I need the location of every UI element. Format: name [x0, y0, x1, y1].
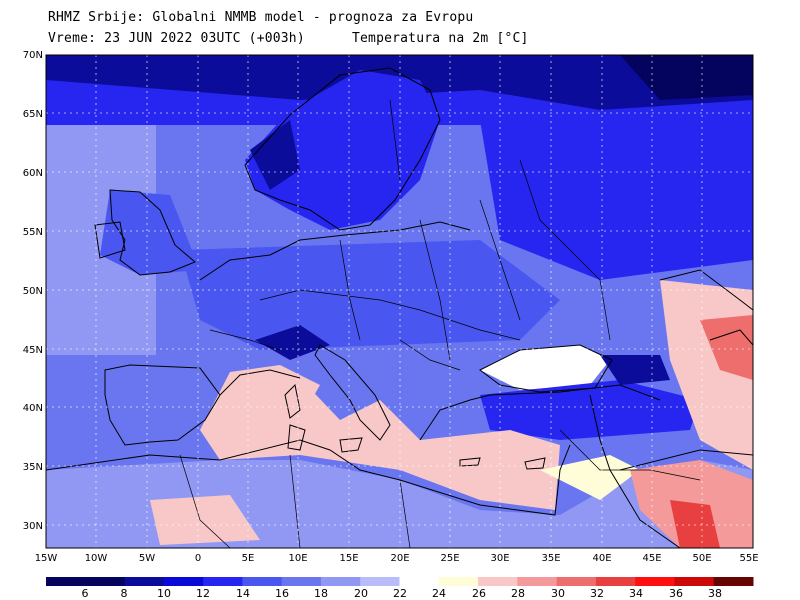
colorbar-label: 8	[120, 587, 128, 600]
lon-label: 45E	[642, 553, 661, 564]
lat-axis: 70N 65N 60N 55N 50N 45N 40N 35N 30N	[23, 50, 43, 532]
lon-label: 55E	[739, 553, 758, 564]
forecast-time: Vreme: 23 JUN 2022 03UTC (+003h)	[48, 31, 305, 46]
lon-label: 0	[195, 553, 201, 564]
colorbar-box	[242, 577, 283, 586]
colorbar-label: 24	[432, 587, 446, 600]
lat-label: 35N	[23, 462, 43, 473]
lat-label: 55N	[23, 227, 43, 238]
map-title: RHMZ Srbije: Globalni NMMB model - progn…	[48, 10, 474, 25]
colorbar-box	[556, 577, 597, 586]
colorbar-box	[674, 577, 715, 586]
lon-label: 5W	[139, 553, 155, 564]
colorbar-label: 20	[354, 587, 368, 600]
lon-label: 10W	[85, 553, 108, 564]
lat-label: 50N	[23, 286, 43, 297]
colorbar-label: 22	[393, 587, 407, 600]
lon-label: 30E	[490, 553, 509, 564]
colorbar-label: 34	[629, 587, 643, 600]
colorbar-box	[360, 577, 400, 586]
lat-label: 30N	[23, 521, 43, 532]
colorbar	[46, 577, 754, 586]
colorbar-box	[320, 577, 361, 586]
lon-label: 5E	[242, 553, 255, 564]
colorbar-label: 32	[590, 587, 604, 600]
lat-label: 40N	[23, 403, 43, 414]
lat-label: 70N	[23, 50, 43, 61]
colorbar-box	[517, 577, 558, 586]
colorbar-box	[438, 577, 479, 586]
lon-label: 20E	[390, 553, 409, 564]
field-name: Temperatura na 2m [°C]	[352, 31, 529, 46]
colorbar-label: 38	[708, 587, 722, 600]
lon-axis: 15W 10W 5W 0 5E 10E 15E 20E 25E 30E 35E …	[35, 553, 759, 564]
colorbar-label: 28	[511, 587, 525, 600]
colorbar-box	[478, 577, 518, 586]
map-frame	[45, 54, 754, 549]
lat-label: 60N	[23, 168, 43, 179]
lon-label: 15W	[35, 553, 58, 564]
colorbar-box	[203, 577, 243, 586]
colorbar-box	[163, 577, 204, 586]
colorbar-label: 16	[275, 587, 289, 600]
colorbar-label: 6	[81, 587, 89, 600]
temperature-field	[46, 55, 753, 548]
colorbar-box	[399, 577, 440, 586]
colorbar-label: 30	[551, 587, 565, 600]
colorbar-label: 10	[157, 587, 171, 600]
grid-lines	[46, 55, 753, 548]
lon-label: 35E	[541, 553, 560, 564]
colorbar-box	[85, 577, 126, 586]
colorbar-box	[595, 577, 636, 586]
lat-label: 65N	[23, 109, 43, 120]
lon-label: 50E	[692, 553, 711, 564]
colorbar-label: 14	[236, 587, 250, 600]
lon-label: 15E	[339, 553, 358, 564]
colorbar-label: 36	[669, 587, 683, 600]
lon-label: 10E	[288, 553, 307, 564]
colorbar-box	[635, 577, 675, 586]
colorbar-label: 18	[314, 587, 328, 600]
colorbar-label: 26	[472, 587, 486, 600]
colorbar-box	[124, 577, 165, 586]
colorbar-box	[46, 577, 86, 586]
lon-label: 40E	[592, 553, 611, 564]
colorbar-box	[713, 577, 754, 586]
colorbar-label: 12	[196, 587, 210, 600]
colorbar-box	[281, 577, 322, 586]
lat-label: 45N	[23, 345, 43, 356]
lon-label: 25E	[440, 553, 459, 564]
